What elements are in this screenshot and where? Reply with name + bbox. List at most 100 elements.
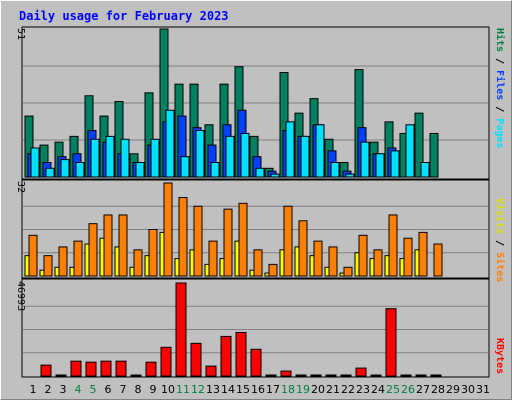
x-tick-label-day-30: 30	[461, 383, 475, 396]
panel1-legend: Hits / Files / Pages	[494, 28, 506, 148]
bar-kbytes-day-25	[385, 308, 397, 377]
bar-sites-day-2	[43, 255, 53, 277]
bar-sites-day-10	[163, 182, 173, 277]
x-tick-label-day-6: 6	[105, 383, 112, 396]
x-tick-label-day-2: 2	[45, 383, 52, 396]
x-tick-label-day-7: 7	[120, 383, 127, 396]
bar-kbytes-day-12	[190, 342, 202, 377]
bar-kbytes-day-20	[310, 374, 322, 377]
bar-kbytes-day-11	[175, 282, 187, 377]
legend-pages: Pages	[494, 118, 505, 148]
panel1-axis-max: 51	[15, 28, 26, 40]
x-tick-label-day-9: 9	[150, 383, 157, 396]
legend-hits: Hits	[494, 28, 506, 52]
x-tick-label-day-20: 20	[311, 383, 325, 396]
bar-pages-day-17	[270, 173, 280, 178]
x-tick-label-day-11: 11	[176, 383, 190, 396]
x-tick-label-day-3: 3	[60, 383, 67, 396]
bar-kbytes-day-10	[160, 346, 172, 377]
bar-pages-day-16	[255, 167, 265, 178]
legend-sites: Sites	[494, 252, 506, 282]
x-tick-label-day-14: 14	[221, 383, 235, 396]
x-tick-label-day-25: 25	[386, 383, 400, 396]
x-tick-label-day-24: 24	[371, 383, 385, 396]
bar-sites-day-3	[58, 246, 68, 277]
x-tick-label-day-21: 21	[326, 383, 340, 396]
bar-kbytes-day-16	[250, 348, 262, 377]
bar-sites-day-21	[328, 246, 338, 277]
x-tick-label-day-1: 1	[30, 383, 37, 396]
bar-sites-day-28	[433, 243, 443, 277]
bar-kbytes-day-24	[370, 374, 382, 377]
bar-sites-day-7	[118, 214, 128, 277]
bar-kbytes-day-9	[145, 361, 157, 377]
bar-sites-day-17	[268, 263, 278, 277]
bar-pages-day-13	[210, 161, 220, 178]
bar-pages-day-10	[165, 109, 175, 178]
x-tick-label-day-12: 12	[191, 383, 205, 396]
panel2-axis-max: 32	[15, 181, 26, 193]
bar-pages-day-25	[390, 150, 400, 178]
bar-kbytes-day-18	[280, 370, 292, 377]
bar-kbytes-day-5	[85, 361, 97, 377]
bar-kbytes-day-14	[220, 335, 232, 377]
bar-kbytes-day-23	[355, 367, 367, 377]
bar-sites-day-1	[28, 234, 38, 277]
bar-sites-day-22	[343, 266, 353, 277]
bar-sites-day-24	[373, 249, 383, 277]
x-tick-label-day-13: 13	[206, 383, 220, 396]
bar-pages-day-26	[405, 124, 415, 178]
x-axis-day-labels: 1 2 3 4 5 6 7 8 9 10 11 12 13 14 15 16 17 18 19 20 21 22 23 24 2…	[30, 383, 491, 396]
bar-kbytes-day-6	[100, 360, 112, 377]
bar-kbytes-day-22	[340, 374, 352, 377]
bar-sites-day-5	[88, 223, 98, 277]
panel2-bars	[24, 182, 443, 277]
legend-visits: Visits	[494, 198, 506, 234]
x-tick-label-day-19: 19	[296, 383, 310, 396]
bar-sites-day-20	[313, 240, 323, 277]
x-tick-label-day-5: 5	[90, 383, 97, 396]
x-tick-label-day-26: 26	[401, 383, 415, 396]
panel3-axis-max: 46993	[15, 281, 26, 311]
x-tick-label-day-15: 15	[236, 383, 250, 396]
bar-pages-day-18	[285, 121, 295, 178]
bar-pages-day-23	[360, 141, 370, 178]
x-tick-label-day-22: 22	[341, 383, 355, 396]
bar-kbytes-day-28	[430, 374, 442, 377]
bar-kbytes-day-27	[415, 374, 427, 377]
bar-kbytes-day-7	[115, 360, 127, 377]
bar-pages-day-14	[225, 135, 235, 178]
x-tick-label-day-16: 16	[251, 383, 265, 396]
bar-sites-day-27	[418, 231, 428, 277]
bar-sites-day-23	[358, 234, 368, 277]
x-tick-label-day-31: 31	[476, 383, 490, 396]
bar-pages-day-27	[420, 161, 430, 178]
x-tick-label-day-28: 28	[431, 383, 445, 396]
legend-files: Files	[494, 70, 506, 100]
bar-kbytes-day-2	[40, 364, 52, 377]
bar-sites-day-4	[73, 240, 83, 277]
bar-pages-day-7	[120, 138, 130, 178]
legend-kbytes: KBytes	[494, 338, 505, 374]
bar-pages-day-24	[375, 153, 385, 178]
chart-title: Daily usage for February 2023	[19, 9, 229, 23]
bar-kbytes-day-17	[265, 374, 277, 377]
panel1-bars	[24, 28, 439, 178]
bar-pages-day-12	[195, 130, 205, 178]
bar-kbytes-day-13	[205, 365, 217, 377]
bar-kbytes-day-15	[235, 331, 247, 377]
bar-sites-day-9	[148, 229, 158, 277]
bar-sites-day-16	[253, 249, 263, 277]
bar-pages-day-19	[300, 135, 310, 178]
bar-kbytes-day-3	[55, 374, 67, 377]
x-tick-label-day-10: 10	[161, 383, 175, 396]
bar-pages-day-11	[180, 156, 190, 178]
x-tick-label-day-8: 8	[135, 383, 142, 396]
x-tick-label-day-18: 18	[281, 383, 295, 396]
bar-pages-day-9	[150, 138, 160, 178]
bar-sites-day-6	[103, 214, 113, 277]
bar-hits-day-27	[414, 112, 424, 178]
bar-sites-day-15	[238, 202, 248, 277]
bar-sites-day-8	[133, 249, 143, 277]
